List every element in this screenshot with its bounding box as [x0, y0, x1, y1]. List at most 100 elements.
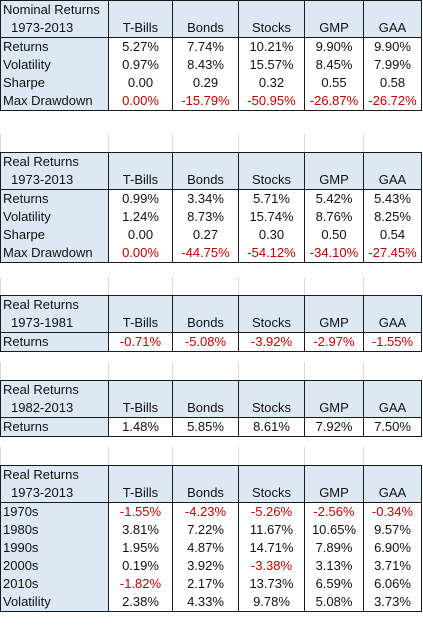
value-cell[interactable]: -0.71% — [108, 332, 173, 352]
value-cell[interactable]: 0.00 — [108, 74, 173, 92]
row-label[interactable]: Returns — [0, 37, 109, 56]
column-header-bonds[interactable]: Bonds — [172, 484, 239, 503]
value-cell[interactable]: 8.43% — [172, 56, 239, 74]
value-cell[interactable]: 0.99% — [108, 189, 173, 208]
value-cell[interactable]: 0.00% — [108, 92, 173, 111]
value-cell[interactable]: 0.00 — [108, 226, 173, 244]
value-cell[interactable]: -5.08% — [172, 332, 239, 352]
value-cell[interactable]: 0.29 — [172, 74, 239, 92]
value-cell[interactable]: 0.97% — [108, 56, 173, 74]
column-header-stocks[interactable]: Stocks — [238, 399, 305, 418]
header-cell[interactable] — [304, 465, 364, 484]
empty-cell[interactable] — [238, 134, 305, 152]
value-cell[interactable]: -3.38% — [238, 557, 305, 575]
header-cell[interactable] — [172, 152, 239, 171]
row-label[interactable]: Max Drawdown — [0, 92, 109, 111]
empty-cell[interactable] — [108, 277, 173, 295]
empty-cell[interactable] — [238, 277, 305, 295]
row-label[interactable]: 2010s — [0, 575, 109, 593]
value-cell[interactable]: -3.92% — [238, 332, 305, 352]
column-header-stocks[interactable]: Stocks — [238, 19, 305, 38]
value-cell[interactable]: 9.57% — [363, 521, 422, 539]
value-cell[interactable]: 0.27 — [172, 226, 239, 244]
header-cell[interactable] — [238, 0, 305, 19]
value-cell[interactable]: 7.99% — [363, 56, 422, 74]
empty-cell[interactable] — [363, 277, 422, 295]
value-cell[interactable]: 2.38% — [108, 593, 173, 612]
block-title[interactable]: Real Returns — [0, 152, 109, 171]
value-cell[interactable]: 0.19% — [108, 557, 173, 575]
empty-cell[interactable] — [363, 447, 422, 465]
value-cell[interactable]: 11.67% — [238, 521, 305, 539]
value-cell[interactable]: -4.23% — [172, 502, 239, 521]
value-cell[interactable]: 0.50 — [304, 226, 364, 244]
header-cell[interactable] — [363, 465, 422, 484]
empty-cell[interactable] — [363, 134, 422, 152]
row-label[interactable]: Volatility — [0, 208, 109, 226]
value-cell[interactable]: -2.97% — [304, 332, 364, 352]
value-cell[interactable]: -5.26% — [238, 502, 305, 521]
value-cell[interactable]: -34.10% — [304, 244, 364, 263]
header-cell[interactable] — [238, 380, 305, 399]
column-header-stocks[interactable]: Stocks — [238, 314, 305, 333]
value-cell[interactable]: 15.74% — [238, 208, 305, 226]
value-cell[interactable]: -1.55% — [108, 502, 173, 521]
value-cell[interactable]: 3.73% — [363, 593, 422, 612]
header-cell[interactable] — [238, 465, 305, 484]
value-cell[interactable]: 10.65% — [304, 521, 364, 539]
value-cell[interactable]: 7.74% — [172, 37, 239, 56]
empty-cell[interactable] — [238, 362, 305, 380]
empty-cell[interactable] — [172, 447, 239, 465]
value-cell[interactable]: 7.89% — [304, 539, 364, 557]
column-header-gaa[interactable]: GAA — [363, 484, 422, 503]
value-cell[interactable]: 4.33% — [172, 593, 239, 612]
empty-cell[interactable] — [304, 447, 364, 465]
block-period[interactable]: 1973-2013 — [0, 484, 109, 503]
value-cell[interactable]: -26.87% — [304, 92, 364, 111]
column-header-bonds[interactable]: Bonds — [172, 399, 239, 418]
value-cell[interactable]: -54.12% — [238, 244, 305, 263]
header-cell[interactable] — [304, 295, 364, 314]
column-header-bonds[interactable]: Bonds — [172, 19, 239, 38]
empty-cell[interactable] — [0, 362, 109, 380]
empty-cell[interactable] — [0, 134, 109, 152]
header-cell[interactable] — [304, 380, 364, 399]
column-header-stocks[interactable]: Stocks — [238, 484, 305, 503]
header-cell[interactable] — [108, 0, 173, 19]
row-label[interactable]: Returns — [0, 332, 109, 352]
value-cell[interactable]: -1.82% — [108, 575, 173, 593]
empty-cell[interactable] — [172, 134, 239, 152]
column-header-bonds[interactable]: Bonds — [172, 171, 239, 190]
value-cell[interactable]: 6.59% — [304, 575, 364, 593]
value-cell[interactable]: 5.85% — [172, 417, 239, 437]
column-header-gaa[interactable]: GAA — [363, 19, 422, 38]
value-cell[interactable]: 5.71% — [238, 189, 305, 208]
header-cell[interactable] — [172, 0, 239, 19]
row-label[interactable]: Sharpe — [0, 74, 109, 92]
value-cell[interactable]: 3.81% — [108, 521, 173, 539]
empty-cell[interactable] — [304, 277, 364, 295]
value-cell[interactable]: 3.71% — [363, 557, 422, 575]
value-cell[interactable]: 15.57% — [238, 56, 305, 74]
column-header-gaa[interactable]: GAA — [363, 171, 422, 190]
row-label[interactable]: 1970s — [0, 502, 109, 521]
value-cell[interactable]: 7.50% — [363, 417, 422, 437]
value-cell[interactable]: 0.58 — [363, 74, 422, 92]
value-cell[interactable]: 13.73% — [238, 575, 305, 593]
column-header-gmp[interactable]: GMP — [304, 314, 364, 333]
header-cell[interactable] — [304, 0, 364, 19]
header-cell[interactable] — [108, 380, 173, 399]
value-cell[interactable]: 0.54 — [363, 226, 422, 244]
header-cell[interactable] — [108, 295, 173, 314]
value-cell[interactable]: 3.34% — [172, 189, 239, 208]
column-header-gmp[interactable]: GMP — [304, 484, 364, 503]
column-header-stocks[interactable]: Stocks — [238, 171, 305, 190]
value-cell[interactable]: -2.56% — [304, 502, 364, 521]
column-header-gaa[interactable]: GAA — [363, 314, 422, 333]
value-cell[interactable]: 2.17% — [172, 575, 239, 593]
column-header-gmp[interactable]: GMP — [304, 399, 364, 418]
value-cell[interactable]: -26.72% — [363, 92, 422, 111]
block-period[interactable]: 1973-1981 — [0, 314, 109, 333]
empty-cell[interactable] — [363, 362, 422, 380]
empty-cell[interactable] — [304, 362, 364, 380]
